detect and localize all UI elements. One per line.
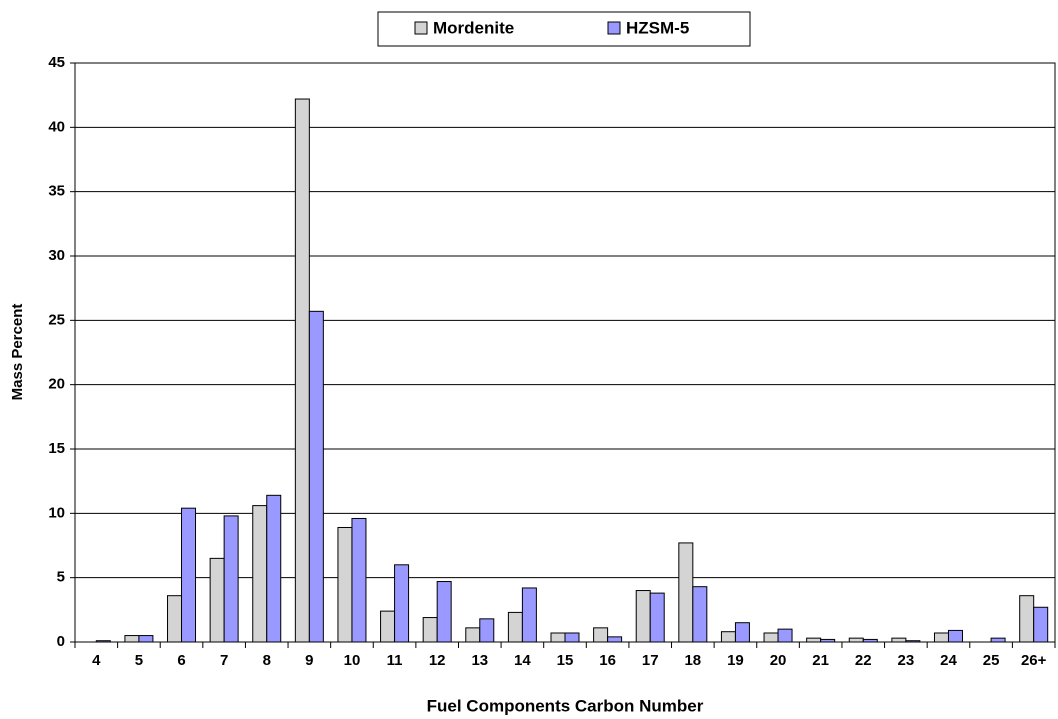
- bar: [607, 636, 623, 643]
- bar: [479, 618, 495, 643]
- y-tick-label: 40: [48, 118, 65, 135]
- bar: [990, 637, 1006, 643]
- bar: [564, 632, 580, 643]
- bar: [777, 628, 793, 643]
- legend-label: Mordenite: [433, 18, 514, 37]
- x-tick-label: 14: [514, 652, 531, 669]
- bar: [947, 629, 963, 643]
- bar: [507, 611, 523, 643]
- bar: [720, 631, 736, 643]
- x-tick-label: 26+: [1021, 652, 1047, 669]
- bar: [252, 505, 268, 643]
- y-tick-label: 15: [48, 440, 65, 457]
- x-tick-label: 13: [471, 652, 488, 669]
- x-tick-label: 19: [727, 652, 744, 669]
- bar: [465, 627, 481, 643]
- bar: [294, 98, 310, 643]
- y-tick-label: 35: [48, 183, 65, 200]
- bar: [521, 587, 537, 643]
- x-tick-label: 5: [135, 652, 143, 669]
- x-tick-label: 18: [684, 652, 701, 669]
- x-tick-label: 8: [263, 652, 271, 669]
- bar: [763, 632, 779, 643]
- legend-swatch: [414, 21, 428, 35]
- x-tick-label: 6: [177, 652, 185, 669]
- bar: [167, 595, 183, 643]
- bar: [422, 617, 438, 643]
- y-tick-label: 20: [48, 376, 65, 393]
- bar: [891, 637, 907, 643]
- x-tick-label: 7: [220, 652, 228, 669]
- y-tick-label: 0: [57, 633, 65, 650]
- y-tick-label: 30: [48, 247, 65, 264]
- y-tick-label: 10: [48, 504, 65, 521]
- x-tick-label: 23: [898, 652, 915, 669]
- x-tick-label: 15: [557, 652, 574, 669]
- bar: [223, 515, 239, 643]
- bar: [806, 637, 822, 643]
- bar: [124, 635, 140, 643]
- legend-swatch: [607, 21, 621, 35]
- y-tick-label: 45: [48, 54, 65, 71]
- x-tick-label: 9: [305, 652, 313, 669]
- x-tick-label: 16: [599, 652, 616, 669]
- bar: [635, 590, 651, 643]
- bar: [692, 586, 708, 643]
- bar: [933, 632, 949, 643]
- bar: [351, 517, 367, 643]
- bar: [266, 494, 282, 643]
- bar: [678, 542, 694, 643]
- plot-area: [74, 62, 1056, 643]
- bar: [209, 557, 225, 643]
- bar: [1033, 606, 1049, 643]
- legend-box: [377, 11, 751, 47]
- bar: [734, 622, 750, 643]
- x-tick-label: 22: [855, 652, 872, 669]
- x-tick-label: 11: [387, 652, 403, 669]
- bar: [394, 564, 410, 643]
- bar: [1019, 595, 1035, 643]
- x-tick-label: 21: [812, 652, 829, 669]
- bar: [649, 592, 665, 643]
- x-tick-label: 24: [940, 652, 957, 669]
- x-tick-label: 25: [983, 652, 1000, 669]
- y-tick-label: 25: [48, 311, 65, 328]
- x-tick-label: 4: [92, 652, 101, 669]
- bar: [181, 507, 197, 643]
- bar: [308, 310, 324, 643]
- x-tick-label: 17: [642, 652, 659, 669]
- x-tick-label: 12: [429, 652, 446, 669]
- x-axis-title: Fuel Components Carbon Number: [427, 696, 704, 715]
- y-tick-label: 5: [57, 569, 65, 586]
- x-tick-label: 10: [344, 652, 361, 669]
- legend-label: HZSM-5: [626, 18, 689, 37]
- bar: [593, 627, 609, 643]
- y-axis-title: Mass Percent: [9, 304, 26, 401]
- bar: [848, 637, 864, 643]
- bar: [550, 632, 566, 643]
- bar: [337, 526, 353, 643]
- bar: [138, 635, 154, 643]
- bar: [436, 581, 452, 643]
- bar: [380, 610, 396, 643]
- x-tick-label: 20: [770, 652, 787, 669]
